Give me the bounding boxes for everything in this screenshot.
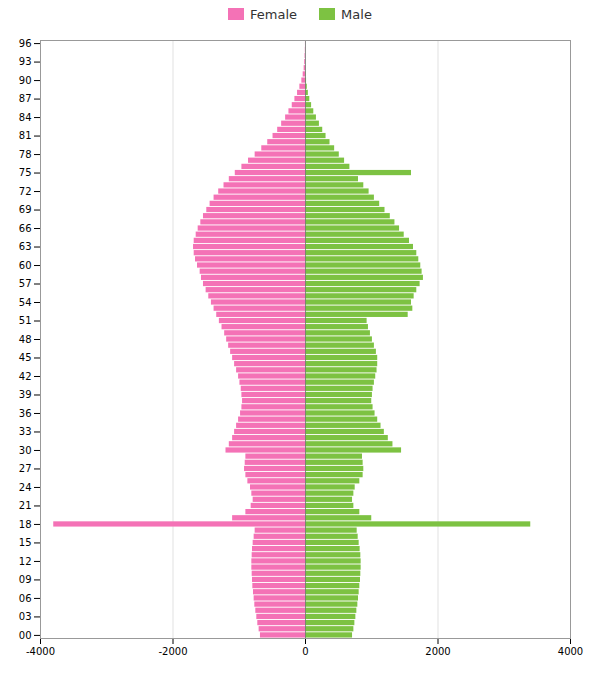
svg-text:39: 39 (19, 389, 32, 400)
svg-text:36: 36 (19, 408, 32, 419)
svg-text:45: 45 (19, 352, 32, 363)
svg-text:54: 54 (19, 297, 32, 308)
svg-text:4000: 4000 (558, 646, 583, 657)
svg-text:03: 03 (19, 611, 32, 622)
svg-text:87: 87 (19, 93, 32, 104)
svg-text:96: 96 (19, 38, 32, 49)
svg-text:75: 75 (19, 167, 32, 178)
svg-text:21: 21 (19, 500, 32, 511)
svg-text:42: 42 (19, 371, 32, 382)
html-text:Male: Male (341, 6, 372, 22)
svg-text:33: 33 (19, 426, 32, 437)
svg-text:0: 0 (302, 646, 308, 657)
svg-text:48: 48 (19, 334, 32, 345)
svg-text:09: 09 (19, 574, 32, 585)
svg-text:93: 93 (19, 56, 32, 67)
html-text:Female: Female (250, 6, 298, 22)
svg-text:72: 72 (19, 186, 32, 197)
svg-text:60: 60 (19, 260, 32, 271)
svg-text:00: 00 (19, 630, 32, 641)
svg-text:27: 27 (19, 463, 32, 474)
svg-text:57: 57 (19, 278, 32, 289)
svg-text:24: 24 (19, 482, 32, 493)
svg-text:84: 84 (19, 112, 32, 123)
svg-text:66: 66 (19, 223, 32, 234)
svg-text:2000: 2000 (425, 646, 450, 657)
svg-text:18: 18 (19, 519, 32, 530)
svg-text:78: 78 (19, 149, 32, 160)
svg-text:-2000: -2000 (158, 646, 187, 657)
svg-text:51: 51 (19, 315, 32, 326)
svg-text:81: 81 (19, 130, 32, 141)
svg-text:12: 12 (19, 556, 32, 567)
svg-text:-4000: -4000 (26, 646, 55, 657)
svg-text:06: 06 (19, 593, 32, 604)
svg-text:69: 69 (19, 204, 32, 215)
svg-text:15: 15 (19, 537, 32, 548)
svg-text:63: 63 (19, 241, 32, 252)
svg-text:90: 90 (19, 75, 32, 86)
svg-text:30: 30 (19, 445, 32, 456)
